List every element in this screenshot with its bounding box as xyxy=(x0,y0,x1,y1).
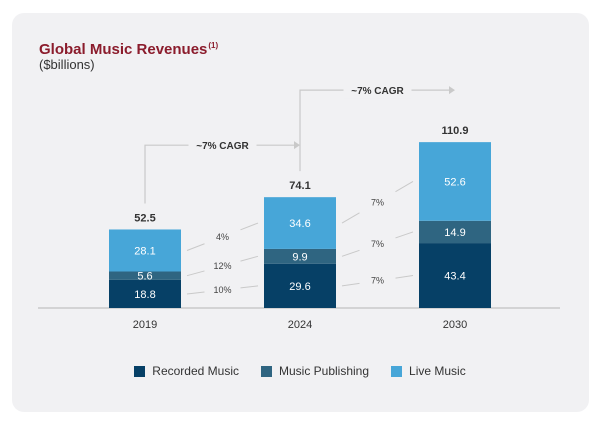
bar-publishing-2024 xyxy=(264,248,336,264)
cagr-label-2024-2030: ~7% CAGR xyxy=(351,86,404,97)
legend-swatch-music-publishing xyxy=(260,365,272,377)
data-label-recorded-2019: 18.8 xyxy=(134,289,155,301)
growth-label-2024-publishing: 7% xyxy=(371,239,384,249)
chart-subtitle: ($billions) xyxy=(39,57,95,72)
chart-title-footnote: (1) xyxy=(208,41,219,50)
legend-swatch-live-music xyxy=(391,365,403,377)
growth-connector-2019-publishing-a xyxy=(186,270,205,277)
bar-recorded-2024 xyxy=(264,263,336,308)
cagr-label-bg-2019-2024 xyxy=(188,137,257,154)
growth-label-2019-recorded: 10% xyxy=(213,285,231,295)
x-tick-label-2024: 2024 xyxy=(288,319,312,331)
growth-label-2019-live: 4% xyxy=(216,232,229,242)
data-label-live-2019: 28.1 xyxy=(134,245,155,257)
data-label-recorded-2024: 29.6 xyxy=(289,281,310,293)
data-label-publishing-2030: 14.9 xyxy=(444,227,465,239)
growth-label-2024-recorded: 7% xyxy=(371,276,384,286)
legend-swatch-recorded-music xyxy=(134,365,146,377)
legend-item-live-music: Live Music xyxy=(391,364,466,378)
legend-item-recorded-music: Recorded Music xyxy=(134,364,239,378)
chart-title-text: Global Music Revenues xyxy=(39,41,208,58)
growth-connector-2024-live-a xyxy=(341,212,360,224)
bar-publishing-2030 xyxy=(419,220,491,244)
cagr-label-2019-2024: ~7% CAGR xyxy=(196,141,249,152)
legend-label-live-music: Live Music xyxy=(409,364,466,378)
x-tick-label-2030: 2030 xyxy=(443,319,467,331)
total-label-2030: 110.9 xyxy=(442,125,469,137)
data-label-recorded-2030: 43.4 xyxy=(444,271,465,283)
data-label-publishing-2019: 5.6 xyxy=(137,271,152,283)
bar-recorded-2019 xyxy=(109,279,181,308)
data-label-publishing-2024: 9.9 xyxy=(292,251,307,263)
growth-connector-2019-recorded-b xyxy=(240,285,259,289)
x-tick-label-2019: 2019 xyxy=(133,319,157,331)
growth-connector-2024-publishing-b xyxy=(395,231,414,239)
cagr-arrow-line-2019-2024 xyxy=(144,144,296,204)
growth-connector-2019-recorded-a xyxy=(186,291,205,295)
bar-live-2024 xyxy=(264,197,336,249)
legend-label-recorded-music: Recorded Music xyxy=(152,364,239,378)
bar-live-2019 xyxy=(109,229,181,272)
cagr-arrow-head-2019-2024 xyxy=(294,141,300,150)
chart-legend: Recorded Music Music Publishing Live Mus… xyxy=(0,364,600,378)
growth-connector-2019-publishing-b xyxy=(240,255,259,262)
growth-connector-2019-live-a xyxy=(186,243,205,251)
growth-connector-2024-publishing-a xyxy=(341,249,360,257)
total-label-2024: 74.1 xyxy=(289,180,310,192)
data-label-live-2024: 34.6 xyxy=(289,218,310,230)
data-label-live-2030: 52.6 xyxy=(444,176,465,188)
cagr-arrow-head-2024-2030 xyxy=(449,86,455,95)
bar-live-2030 xyxy=(419,142,491,221)
growth-connector-2024-recorded-a xyxy=(341,282,360,287)
legend-item-music-publishing: Music Publishing xyxy=(260,364,370,378)
total-label-2019: 52.5 xyxy=(134,212,155,224)
growth-connector-2024-recorded-b xyxy=(395,275,414,279)
bar-recorded-2030 xyxy=(419,243,491,308)
growth-label-2019-publishing: 12% xyxy=(213,261,231,271)
growth-connector-2024-live-b xyxy=(395,181,414,193)
chart-title: Global Music Revenues(1) xyxy=(39,38,218,58)
growth-connector-2019-live-b xyxy=(240,222,259,231)
bar-publishing-2019 xyxy=(109,271,181,280)
growth-label-2024-live: 7% xyxy=(371,197,384,207)
legend-label-music-publishing: Music Publishing xyxy=(278,364,370,378)
cagr-label-bg-2024-2030 xyxy=(343,82,412,99)
